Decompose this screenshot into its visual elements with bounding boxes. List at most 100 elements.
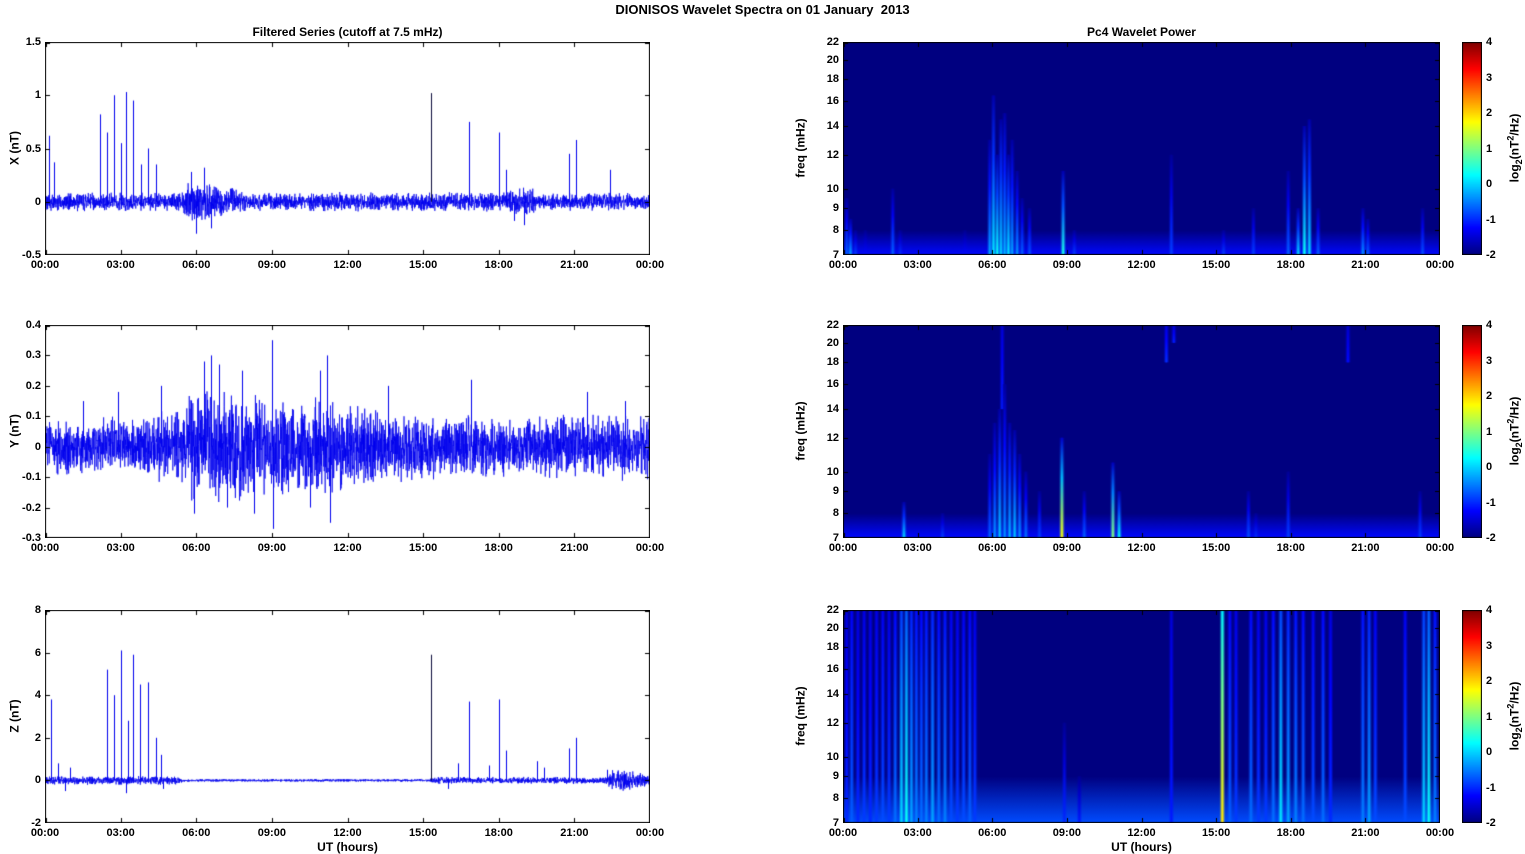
tick-label: 00:00 [635,542,665,554]
tick-label: 15:00 [1202,827,1231,839]
tick-label: 1 [1486,425,1493,438]
tick-label: 8 [34,604,41,616]
tick-label: 18:00 [484,542,513,554]
tick-label: 00:00 [30,542,60,554]
tick-label: 12:00 [1127,259,1156,271]
x-axis-label-right: UT (hours) [1111,840,1172,854]
tick-label: 18:00 [484,827,513,839]
tick-label: -1 [1486,781,1496,794]
tick-label: 03:00 [106,259,135,271]
tick-label: 06:00 [978,259,1007,271]
tick-label: 18 [826,641,839,654]
y-filtered-series-plot [45,325,650,538]
tick-label: 18:00 [1276,259,1305,271]
tick-label: 20 [826,336,839,349]
tick-label: 14 [826,403,839,416]
tick-label: 03:00 [903,827,932,839]
tick-label: 1 [1486,710,1493,723]
y-axis-label-z: Z (nT) [7,699,22,733]
tick-label: 15:00 [409,542,438,554]
tick-label: 12 [826,148,839,161]
tick-label: 0 [1486,746,1493,758]
tick-label: 03:00 [106,542,135,554]
tick-label: 2 [34,731,41,744]
tick-label: 0 [34,440,41,453]
tick-label: 1 [1486,142,1493,155]
tick-label: 12:00 [333,542,362,554]
tick-label: 00:00 [1425,259,1455,271]
tick-label: 21:00 [1351,827,1380,839]
tick-label: 8 [832,792,839,805]
tick-label: 16 [826,95,839,108]
colorbar-y [1462,325,1482,538]
tick-label: 7 [832,249,839,261]
tick-label: 22 [826,319,839,331]
tick-label: 2 [1486,675,1493,687]
tick-label: -2 [1486,249,1496,261]
tick-label: 0 [34,774,41,787]
tick-label: 09:00 [257,259,286,271]
tick-label: 1 [34,89,41,102]
tick-label: 10 [826,750,839,763]
tick-label: 16 [826,378,839,391]
tick-label: -2 [1486,532,1496,544]
tick-label: 0.2 [25,379,41,392]
tick-label: 06:00 [182,259,211,271]
colorbar-x [1462,42,1482,255]
tick-label: 15:00 [1202,542,1231,554]
tick-label: 00:00 [1425,542,1455,554]
tick-label: 18:00 [1276,542,1305,554]
tick-label: 12 [826,716,839,729]
tick-label: 0.1 [25,410,41,423]
tick-label: 7 [832,817,839,829]
tick-label: 4 [1486,36,1493,48]
tick-label: 12:00 [1127,542,1156,554]
tick-label: 18 [826,73,839,86]
tick-label: 2 [1486,107,1493,119]
tick-label: 20 [826,53,839,66]
tick-label: 0.4 [25,319,41,331]
tick-label: 06:00 [978,827,1007,839]
tick-label: 3 [1486,71,1493,84]
tick-label: 09:00 [257,542,286,554]
tick-label: 18:00 [484,259,513,271]
tick-label: 15:00 [409,259,438,271]
colorbar-z [1462,610,1482,823]
tick-label: 15:00 [1202,259,1231,271]
tick-label: -2 [1486,817,1496,829]
tick-label: 4 [34,689,41,702]
y-wavelet-power-heatmap [843,325,1440,538]
tick-label: 14 [826,120,839,133]
tick-label: 6 [34,646,41,659]
tick-label: 4 [1486,319,1493,331]
tick-label: 21:00 [560,827,589,839]
tick-label: 22 [826,36,839,48]
tick-label: 3 [1486,354,1493,367]
tick-label: 4 [1486,604,1493,616]
tick-label: 21:00 [1351,259,1380,271]
tick-label: 09:00 [1052,827,1081,839]
tick-label: 00:00 [828,259,858,271]
tick-label: 10 [826,182,839,195]
left-plots-title: Filtered Series (cutoff at 7.5 mHz) [252,25,443,39]
x-axis-label-left: UT (hours) [317,840,378,854]
tick-label: 00:00 [635,827,665,839]
tick-label: 12:00 [1127,827,1156,839]
tick-label: 22 [826,604,839,616]
tick-label: 12 [826,431,839,444]
tick-label: -0.2 [22,501,41,514]
tick-label: 06:00 [182,542,211,554]
tick-label: 9 [832,485,839,498]
tick-label: 21:00 [1351,542,1380,554]
tick-label: 15:00 [409,827,438,839]
x-filtered-series-plot [45,42,650,255]
right-plots-title: Pc4 Wavelet Power [1087,25,1196,39]
tick-label: -0.5 [22,249,41,261]
tick-label: 03:00 [903,259,932,271]
tick-label: 1.5 [25,36,41,48]
z-filtered-series-plot [45,610,650,823]
z-wavelet-power-heatmap [843,610,1440,823]
tick-label: 12:00 [333,259,362,271]
tick-label: 00:00 [828,827,858,839]
